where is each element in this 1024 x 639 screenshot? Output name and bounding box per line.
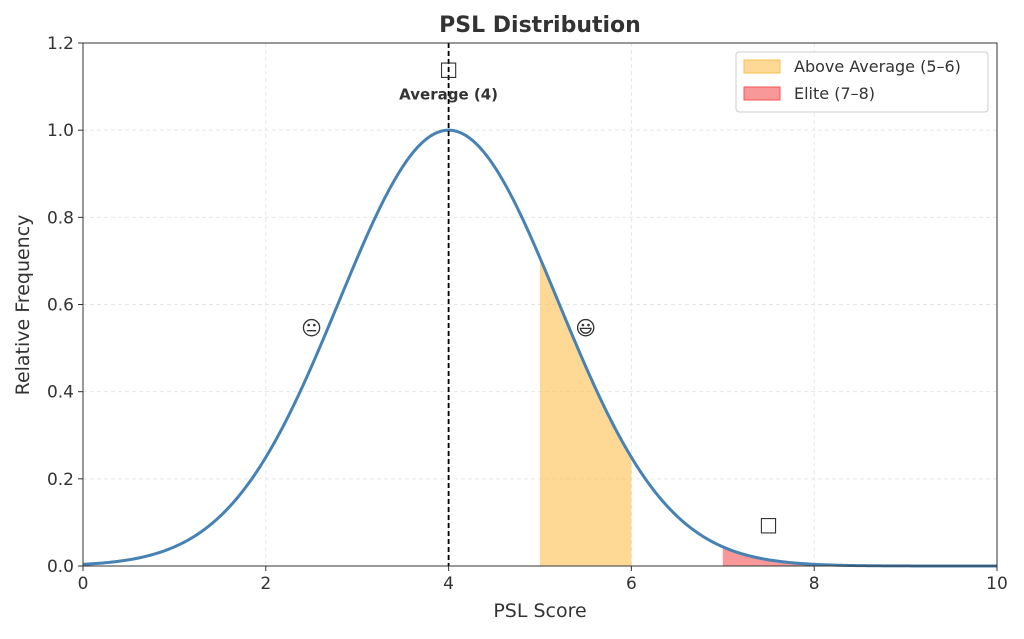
y-tick-label: 0.8 (47, 208, 74, 228)
legend: Above Average (5–6) Elite (7–8) (735, 51, 989, 113)
legend-label: Elite (7–8) (794, 84, 875, 103)
legend-swatch (743, 59, 781, 74)
chart-title: PSL Distribution (439, 13, 641, 38)
average-label: Average (4) (399, 86, 498, 104)
x-tick-label: 0 (78, 574, 89, 594)
shaded-region (722, 546, 815, 566)
axis-ticks: 0 2 4 6 8 10 0.0 0.2 0.4 0.6 0.8 1.0 1.2 (47, 34, 1008, 594)
y-tick-label: 0.6 (47, 296, 74, 316)
x-axis-label: PSL Score (493, 600, 586, 622)
y-tick-label: 1.0 (47, 121, 74, 141)
x-tick-label: 2 (260, 574, 271, 594)
x-tick-label: 8 (809, 574, 820, 594)
x-tick-label: 10 (986, 574, 1008, 594)
y-tick-label: 0.0 (47, 557, 74, 577)
y-tick-label: 0.2 (47, 470, 74, 490)
legend-box (735, 51, 989, 113)
annotation-emoji: 😐 (301, 316, 322, 340)
legend-swatch (743, 86, 781, 101)
annotation-emoji: 😃 (575, 316, 596, 340)
annotations: Average (4) □ 😐 😃 □ (301, 57, 778, 536)
annotation-emoji: □ (759, 512, 778, 536)
y-tick-label: 1.2 (47, 34, 74, 54)
x-tick-label: 4 (443, 574, 454, 594)
annotation-emoji: □ (439, 57, 458, 81)
x-tick-label: 6 (626, 574, 637, 594)
shaded-region (540, 258, 632, 566)
legend-label: Above Average (5–6) (794, 57, 961, 76)
y-tick-label: 0.4 (47, 383, 74, 403)
distribution-curve (82, 128, 997, 568)
shaded-regions (540, 258, 815, 566)
y-axis-label: Relative Frequency (12, 215, 34, 396)
